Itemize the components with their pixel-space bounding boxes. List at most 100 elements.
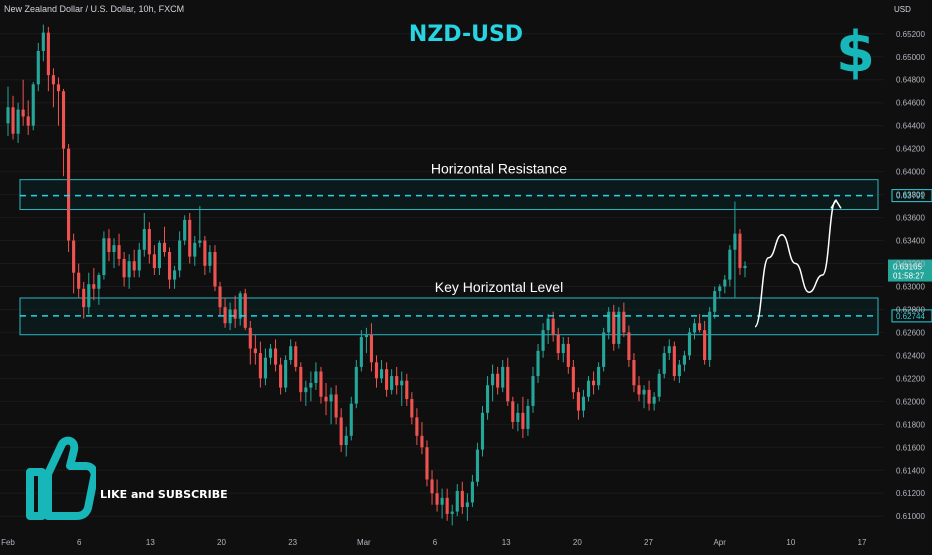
candle-body [385, 369, 389, 390]
candle-body [193, 242, 197, 257]
candle-body [425, 447, 429, 480]
candle-body [541, 330, 545, 351]
candle-body [344, 435, 348, 445]
candle-body [405, 380, 409, 400]
candle-body [703, 330, 707, 360]
level-price-tag [891, 309, 932, 323]
candle-body [526, 405, 530, 429]
time-tick-label: 6 [433, 538, 438, 547]
candle-body [72, 240, 76, 273]
candle-body [410, 399, 414, 418]
candle-body [198, 240, 202, 243]
candle-body [314, 371, 318, 383]
candle-body [556, 334, 560, 354]
zone-label: Horizontal Resistance [431, 161, 567, 177]
level-price-text: 0.63791 [896, 192, 925, 201]
candle-body [597, 366, 601, 386]
price-tick-label: 0.63600 [896, 214, 925, 223]
candle-body [289, 346, 293, 360]
candle-body [253, 348, 257, 354]
candle-body [223, 307, 227, 324]
candle-body [698, 323, 702, 331]
time-tick-label: 23 [288, 538, 297, 547]
candle-body [687, 332, 692, 356]
candle-body [112, 245, 116, 253]
chart-title: NZD-USD [408, 22, 524, 47]
candle-body [571, 366, 575, 393]
price-tick-label: 0.64800 [896, 76, 925, 85]
currency-label: USD [894, 5, 911, 14]
time-tick-label: 17 [858, 538, 867, 547]
candle-body [258, 353, 262, 379]
candle-body [617, 311, 621, 344]
time-tick-label: 13 [146, 538, 155, 547]
candle-body [470, 481, 474, 503]
candle-body [162, 242, 167, 253]
price-tick-label: 0.64400 [896, 122, 925, 131]
thumbs-up-icon [26, 436, 96, 520]
candle-body [496, 373, 500, 388]
candle-body [642, 389, 646, 395]
candle-body [142, 229, 146, 250]
candle-body [667, 346, 671, 354]
candle-body [51, 75, 55, 85]
candle-body [263, 357, 268, 379]
candle-body [718, 286, 722, 292]
candle-body [132, 261, 136, 271]
time-tick-label: Apr [713, 538, 726, 547]
price-tick-label: 0.61400 [896, 466, 925, 475]
candle-body [632, 360, 636, 386]
candle-body [682, 355, 686, 365]
time-axis[interactable]: Feb 6 13 20 23 Mar 6 13 20 27 Apr 10 17 [1, 538, 867, 547]
candle-body [61, 91, 66, 149]
price-axis[interactable]: 0.65200 0.65000 0.64800 0.64600 0.64400 0.642… [896, 30, 925, 521]
candle-body [294, 346, 298, 367]
candle-body [67, 148, 71, 241]
candle-body [511, 401, 515, 423]
candle-body [662, 353, 666, 374]
candle-body [213, 252, 217, 287]
candle-body [26, 116, 30, 126]
zone-label: Key Horizontal Level [435, 279, 563, 295]
candle-body [304, 387, 308, 393]
candle-body [56, 84, 61, 92]
forecast-arrowhead [830, 198, 842, 209]
level-price-text: 0.62744 [896, 312, 925, 321]
candle-body [652, 396, 656, 404]
price-tick-label: 0.61000 [896, 512, 925, 521]
candle-body [501, 366, 505, 388]
dollar-sign-icon: $ [836, 20, 875, 85]
candle-body [440, 497, 444, 505]
level-price-tag [891, 189, 932, 203]
candle-body [107, 238, 111, 253]
candle-body [36, 51, 40, 85]
candle-body [622, 311, 626, 333]
like-subscribe-text: LIKE and SUBSCRIBE [100, 488, 228, 501]
price-tick-label: 0.62800 [896, 305, 925, 314]
candle-body [31, 84, 35, 126]
candle-body [677, 364, 681, 377]
candle-body [127, 261, 131, 278]
candle-body [349, 403, 353, 436]
forecast [754, 198, 842, 328]
candle-body [738, 233, 742, 269]
candle-body [299, 366, 303, 393]
candle-body [430, 479, 434, 494]
candle-body [218, 286, 222, 308]
candle-body [233, 309, 237, 319]
candle-body [420, 435, 424, 448]
candle-body [173, 270, 177, 280]
candle-body [157, 242, 162, 269]
price-tick-label: 0.62200 [896, 374, 925, 383]
price-tick-label: 0.61200 [896, 489, 925, 498]
candles [6, 24, 747, 526]
candle-body [147, 229, 151, 255]
candle-body [480, 412, 485, 450]
candle-body [728, 249, 732, 280]
candle-body [647, 389, 651, 404]
candle-body [521, 412, 525, 429]
candle-body [203, 240, 207, 266]
